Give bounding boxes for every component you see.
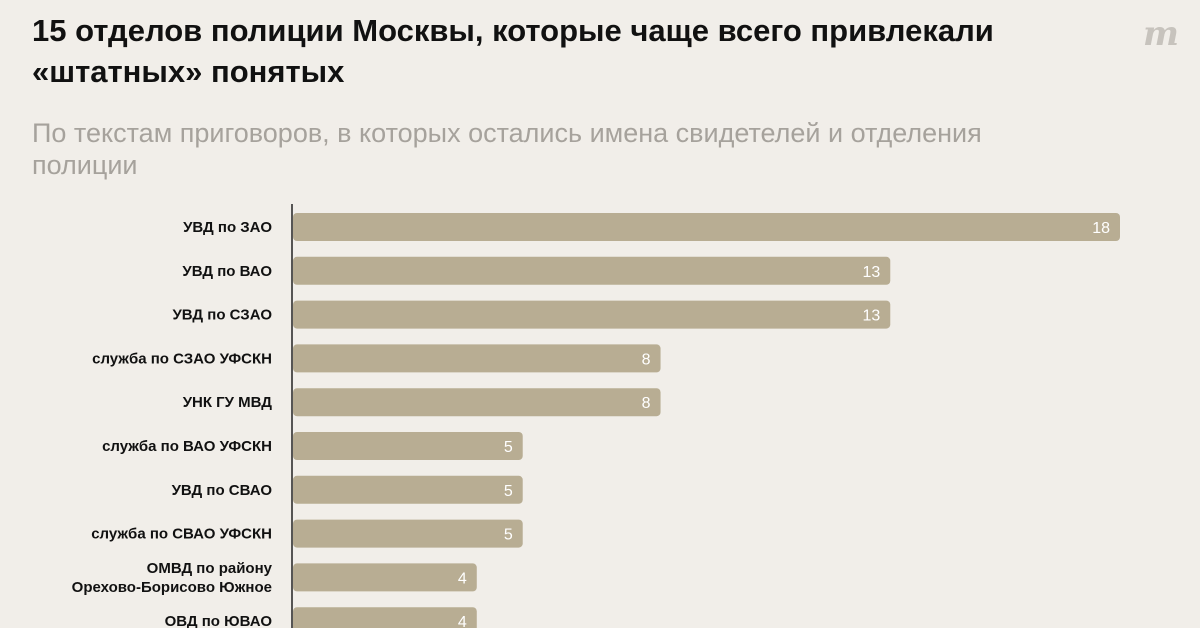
data-label: 4 (458, 614, 467, 628)
data-label: 5 (504, 439, 513, 456)
data-label: 5 (504, 527, 513, 544)
category-label: УНК ГУ МВД (183, 394, 273, 411)
category-label: УВД по ВАО (182, 263, 272, 280)
category-label: служба по СЗАО УФСКН (92, 350, 272, 367)
chart-title: 15 отделов полиции Москвы, которые чаще … (32, 13, 994, 89)
bar (293, 300, 891, 329)
bar (293, 563, 477, 592)
bar (293, 607, 477, 628)
data-label: 18 (1092, 220, 1110, 237)
category-label: УВД по СЗАО (172, 307, 272, 324)
data-label: 5 (504, 483, 513, 500)
category-label: УВД по СВАО (172, 482, 273, 499)
bar (293, 388, 661, 417)
bar (293, 432, 523, 460)
bar (293, 213, 1120, 241)
data-label: 8 (642, 351, 651, 368)
category-label: УВД по ЗАО (183, 219, 272, 236)
category-label: ОМВД по району Орехово-Борисово Южное (72, 560, 273, 596)
category-label: служба по ВАО УФСКН (102, 438, 272, 455)
bar (293, 519, 523, 548)
chart-subtitle: По текстам приговоров, в которых осталис… (32, 118, 982, 180)
data-label: 8 (642, 395, 651, 412)
bar (293, 475, 523, 504)
data-label: 4 (458, 570, 467, 587)
bar (293, 344, 661, 373)
category-label: служба по СВАО УФСКН (91, 526, 272, 543)
logo: m (1143, 14, 1179, 54)
data-label: 13 (862, 264, 880, 281)
bar (293, 256, 891, 285)
category-label: ОВД по ЮВАО (165, 613, 273, 628)
data-label: 13 (862, 308, 880, 325)
